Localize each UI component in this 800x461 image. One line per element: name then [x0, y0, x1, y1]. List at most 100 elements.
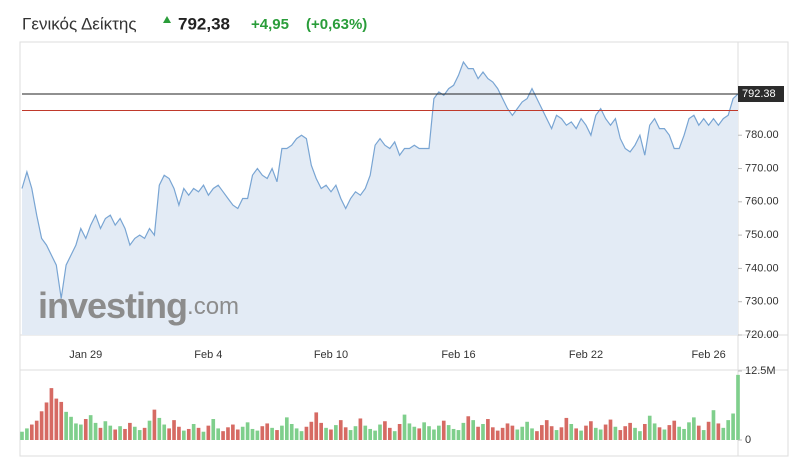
volume-bar [147, 420, 152, 440]
volume-bar [500, 427, 505, 440]
volume-bar [64, 411, 68, 440]
volume-bar [343, 427, 348, 440]
volume-bar [535, 431, 539, 440]
volume-bar [265, 423, 270, 440]
volume-bar [137, 430, 142, 440]
volume-bar [338, 420, 343, 440]
volume-bar [613, 426, 618, 440]
volume-bar [451, 428, 456, 440]
volume-bar [417, 428, 422, 440]
volume-bar [216, 428, 220, 440]
y-tick-label: 780.00 [745, 129, 779, 141]
volume-bar [598, 429, 603, 440]
volume-bar [677, 426, 681, 440]
volume-bar [373, 430, 377, 440]
volume-bar [544, 420, 549, 440]
volume-bar [284, 417, 289, 440]
volume-bar [427, 426, 431, 440]
volume-bar [554, 430, 559, 440]
price-line [21, 60, 739, 299]
volume-bar [559, 427, 564, 440]
volume-bar [196, 427, 201, 440]
volume-bar [574, 428, 578, 440]
volume-bar [525, 421, 529, 440]
volume-bar [662, 429, 667, 440]
y-tick-label: 730.00 [745, 296, 779, 308]
change-percent: (+0,63%) [306, 16, 367, 33]
volume-bar [348, 430, 353, 440]
volume-bar [88, 415, 93, 440]
volume-bar [142, 427, 147, 440]
volume-bar [378, 424, 382, 440]
volume-bar [29, 424, 34, 440]
volume-bar [289, 423, 294, 440]
volume-bar [726, 420, 731, 440]
volume-bar [309, 421, 314, 440]
volume-bar [235, 429, 240, 440]
volume-bar [275, 430, 279, 440]
volume-bar [319, 422, 323, 440]
volume-bar [358, 418, 363, 440]
volume-bar [162, 424, 167, 440]
volume-bar [672, 420, 677, 440]
volume-bar [520, 426, 525, 440]
volume-bar [44, 402, 49, 440]
volume-bar [132, 426, 137, 440]
volume-bar [304, 426, 309, 440]
volume-bar [34, 420, 39, 440]
volume-bar [589, 421, 593, 440]
volume-bar [569, 423, 574, 440]
volume-bar [250, 428, 255, 440]
volume-bar [667, 425, 672, 440]
volume-bar [731, 413, 735, 440]
volume-bar [69, 416, 73, 440]
watermark: investing.com [38, 285, 239, 326]
volume-bar [270, 427, 274, 440]
volume-bar [186, 428, 191, 440]
volume-bar [392, 431, 397, 440]
volume-bar [387, 427, 392, 440]
volume-bar [721, 427, 726, 440]
volume-bar [201, 431, 206, 440]
area-fill [22, 62, 738, 335]
volume-bar [490, 427, 495, 440]
volume-bar [510, 425, 515, 440]
x-tick-label: Jan 29 [69, 349, 102, 361]
watermark-suffix: .com [187, 293, 239, 320]
watermark-brand: investing [38, 285, 187, 326]
volume-bar [211, 419, 216, 440]
volume-bar [657, 427, 662, 440]
volume-bar [103, 421, 108, 440]
y-tick-label: 770.00 [745, 162, 779, 174]
volume-bar [476, 426, 480, 440]
volume-bar [652, 423, 657, 440]
volume-bar [108, 425, 113, 440]
volume-bar [226, 427, 230, 440]
volume-bar [221, 431, 225, 440]
volume-bar [422, 422, 426, 440]
price: 792,38 [178, 14, 230, 33]
volume-bar [128, 422, 132, 440]
volume-bar [623, 426, 628, 440]
y-tick-label: 740.00 [745, 262, 779, 274]
volume-bar [642, 423, 647, 440]
volume-bar [437, 425, 441, 440]
volume-bar [495, 430, 500, 440]
volume-bar [206, 425, 211, 440]
volume-bar [711, 410, 716, 440]
volume-bar [314, 412, 319, 440]
last-price-label: 792.38 [742, 88, 776, 100]
volume-bar [191, 423, 196, 440]
volume-bar [329, 429, 333, 440]
volume-bar [608, 419, 613, 440]
volume-bar [564, 417, 569, 440]
x-tick-label: Feb 22 [569, 349, 603, 361]
volume-bar [584, 425, 588, 440]
volume-bar [692, 417, 696, 440]
volume-bar [353, 426, 358, 440]
volume-bar [603, 424, 608, 440]
volume-bar [383, 421, 387, 440]
volume-bar [177, 426, 181, 440]
volume-bar [549, 426, 554, 440]
volume-bar [167, 428, 171, 440]
